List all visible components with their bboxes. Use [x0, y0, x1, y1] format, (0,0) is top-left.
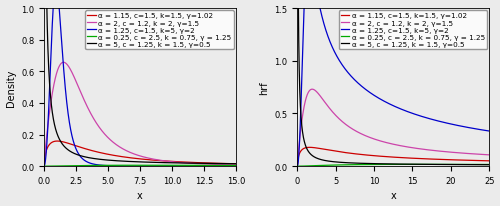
Line: α = 1.25, c=1.5, k=5, γ=2: α = 1.25, c=1.5, k=5, γ=2 — [298, 0, 489, 166]
Line: α = 5, c = 1.25, k = 1.5, γ=0.5: α = 5, c = 1.25, k = 1.5, γ=0.5 — [44, 0, 236, 164]
α = 5, c = 1.25, k = 1.5, γ=0.5 — [51, 121, 57, 123]
α = 0.25, c = 2.5, k = 0.75, γ = 1.25 — [294, 165, 300, 168]
α = 2, c = 1.2, k = 2, γ=1.5 — [480, 153, 486, 156]
α = 5, c = 1.25, k = 1.5, γ=0.5 — [228, 163, 234, 165]
α = 1.15, c=1.5, k=1.5, γ=1.02 — [228, 163, 234, 165]
α = 2, c = 1.2, k = 2, γ=1.5 — [233, 164, 239, 166]
Line: α = 1.15, c=1.5, k=1.5, γ=1.02: α = 1.15, c=1.5, k=1.5, γ=1.02 — [44, 141, 236, 165]
α = 1.15, c=1.5, k=1.5, γ=1.02 — [130, 157, 136, 159]
α = 1.25, c=1.5, k=5, γ=2 — [388, 104, 394, 106]
α = 0.25, c = 2.5, k = 0.75, γ = 1.25 — [134, 164, 140, 167]
α = 1.15, c=1.5, k=1.5, γ=1.02 — [228, 163, 234, 165]
α = 1.25, c=1.5, k=5, γ=2 — [130, 165, 136, 167]
α = 2, c = 1.2, k = 2, γ=1.5 — [51, 84, 57, 87]
α = 2, c = 1.2, k = 2, γ=1.5 — [228, 164, 234, 166]
α = 1.25, c=1.5, k=5, γ=2 — [134, 165, 140, 167]
α = 0.25, c = 2.5, k = 0.75, γ = 1.25 — [41, 165, 47, 168]
X-axis label: x: x — [390, 191, 396, 200]
α = 0.25, c = 2.5, k = 0.75, γ = 1.25 — [51, 165, 57, 167]
α = 2, c = 1.2, k = 2, γ=1.5 — [382, 142, 388, 144]
α = 2, c = 1.2, k = 2, γ=1.5 — [486, 154, 492, 156]
α = 0.25, c = 2.5, k = 0.75, γ = 1.25 — [382, 163, 388, 166]
Line: α = 2, c = 1.2, k = 2, γ=1.5: α = 2, c = 1.2, k = 2, γ=1.5 — [44, 63, 236, 166]
α = 1.15, c=1.5, k=1.5, γ=1.02 — [294, 164, 300, 167]
α = 1.15, c=1.5, k=1.5, γ=1.02 — [446, 159, 452, 161]
α = 5, c = 1.25, k = 1.5, γ=0.5 — [388, 163, 394, 165]
α = 2, c = 1.2, k = 2, γ=1.5 — [60, 62, 66, 64]
α = 5, c = 1.25, k = 1.5, γ=0.5 — [382, 163, 388, 165]
α = 1.25, c=1.5, k=5, γ=2 — [480, 129, 486, 132]
α = 0.25, c = 2.5, k = 0.75, γ = 1.25 — [228, 164, 234, 167]
α = 1.15, c=1.5, k=1.5, γ=1.02 — [51, 140, 57, 143]
α = 1.25, c=1.5, k=5, γ=2 — [192, 165, 198, 168]
α = 0.25, c = 2.5, k = 0.75, γ = 1.25 — [415, 163, 421, 166]
α = 1.15, c=1.5, k=1.5, γ=1.02 — [304, 146, 310, 149]
α = 2, c = 1.2, k = 2, γ=1.5 — [294, 165, 300, 167]
α = 5, c = 1.25, k = 1.5, γ=0.5 — [480, 164, 486, 166]
Line: α = 0.25, c = 2.5, k = 0.75, γ = 1.25: α = 0.25, c = 2.5, k = 0.75, γ = 1.25 — [44, 165, 236, 166]
α = 2, c = 1.2, k = 2, γ=1.5 — [480, 153, 486, 156]
α = 0.25, c = 2.5, k = 0.75, γ = 1.25 — [233, 164, 239, 167]
α = 1.15, c=1.5, k=1.5, γ=1.02 — [192, 162, 198, 164]
Line: α = 1.25, c=1.5, k=5, γ=2: α = 1.25, c=1.5, k=5, γ=2 — [44, 0, 236, 166]
α = 1.25, c=1.5, k=5, γ=2 — [480, 129, 486, 132]
α = 2, c = 1.2, k = 2, γ=1.5 — [388, 143, 394, 145]
α = 0.25, c = 2.5, k = 0.75, γ = 1.25 — [388, 163, 394, 166]
α = 1.15, c=1.5, k=1.5, γ=1.02 — [54, 140, 60, 143]
α = 1.25, c=1.5, k=5, γ=2 — [233, 165, 239, 168]
Legend: α = 1.15, c=1.5, k=1.5, γ=1.02, α = 2, c = 1.2, k = 2, γ=1.5, α = 1.25, c=1.5, k: α = 1.15, c=1.5, k=1.5, γ=1.02, α = 2, c… — [338, 11, 487, 50]
α = 2, c = 1.2, k = 2, γ=1.5 — [130, 152, 136, 155]
α = 0.25, c = 2.5, k = 0.75, γ = 1.25 — [192, 164, 198, 167]
α = 1.25, c=1.5, k=5, γ=2 — [228, 165, 234, 168]
α = 2, c = 1.2, k = 2, γ=1.5 — [192, 163, 198, 165]
α = 2, c = 1.2, k = 2, γ=1.5 — [309, 89, 315, 91]
α = 1.25, c=1.5, k=5, γ=2 — [486, 130, 492, 133]
α = 1.25, c=1.5, k=5, γ=2 — [446, 123, 452, 125]
Legend: α = 1.15, c=1.5, k=1.5, γ=1.02, α = 2, c = 1.2, k = 2, γ=1.5, α = 1.25, c=1.5, k: α = 1.15, c=1.5, k=1.5, γ=1.02, α = 2, c… — [86, 11, 234, 50]
Y-axis label: hrf: hrf — [259, 81, 269, 95]
α = 1.15, c=1.5, k=1.5, γ=1.02 — [480, 160, 486, 162]
α = 0.25, c = 2.5, k = 0.75, γ = 1.25 — [480, 163, 486, 166]
Line: α = 0.25, c = 2.5, k = 0.75, γ = 1.25: α = 0.25, c = 2.5, k = 0.75, γ = 1.25 — [298, 165, 489, 166]
α = 1.25, c=1.5, k=5, γ=2 — [294, 165, 300, 168]
α = 5, c = 1.25, k = 1.5, γ=0.5 — [480, 164, 486, 166]
α = 5, c = 1.25, k = 1.5, γ=0.5 — [134, 161, 140, 163]
α = 1.15, c=1.5, k=1.5, γ=1.02 — [388, 156, 394, 158]
α = 0.25, c = 2.5, k = 0.75, γ = 1.25 — [130, 164, 136, 167]
α = 2, c = 1.2, k = 2, γ=1.5 — [446, 151, 452, 153]
α = 0.25, c = 2.5, k = 0.75, γ = 1.25 — [486, 163, 492, 166]
α = 5, c = 1.25, k = 1.5, γ=0.5 — [304, 148, 310, 151]
α = 0.25, c = 2.5, k = 0.75, γ = 1.25 — [480, 163, 486, 166]
Y-axis label: Density: Density — [6, 69, 16, 106]
α = 1.15, c=1.5, k=1.5, γ=1.02 — [480, 160, 486, 162]
α = 0.25, c = 2.5, k = 0.75, γ = 1.25 — [228, 164, 234, 167]
α = 1.25, c=1.5, k=5, γ=2 — [382, 101, 388, 104]
α = 1.25, c=1.5, k=5, γ=2 — [228, 165, 234, 168]
Line: α = 5, c = 1.25, k = 1.5, γ=0.5: α = 5, c = 1.25, k = 1.5, γ=0.5 — [298, 0, 489, 165]
α = 1.15, c=1.5, k=1.5, γ=1.02 — [233, 163, 239, 165]
α = 2, c = 1.2, k = 2, γ=1.5 — [304, 94, 310, 97]
α = 1.15, c=1.5, k=1.5, γ=1.02 — [486, 160, 492, 162]
α = 0.25, c = 2.5, k = 0.75, γ = 1.25 — [134, 164, 140, 167]
α = 5, c = 1.25, k = 1.5, γ=0.5 — [227, 163, 233, 165]
α = 1.15, c=1.5, k=1.5, γ=1.02 — [306, 146, 312, 149]
α = 5, c = 1.25, k = 1.5, γ=0.5 — [233, 163, 239, 165]
X-axis label: x: x — [137, 191, 143, 200]
α = 2, c = 1.2, k = 2, γ=1.5 — [41, 165, 47, 167]
α = 1.15, c=1.5, k=1.5, γ=1.02 — [134, 158, 140, 160]
Line: α = 2, c = 1.2, k = 2, γ=1.5: α = 2, c = 1.2, k = 2, γ=1.5 — [298, 90, 489, 166]
α = 2, c = 1.2, k = 2, γ=1.5 — [134, 154, 140, 157]
α = 1.15, c=1.5, k=1.5, γ=1.02 — [41, 164, 47, 166]
α = 5, c = 1.25, k = 1.5, γ=0.5 — [192, 162, 198, 165]
α = 0.25, c = 2.5, k = 0.75, γ = 1.25 — [304, 165, 310, 167]
Line: α = 1.15, c=1.5, k=1.5, γ=1.02: α = 1.15, c=1.5, k=1.5, γ=1.02 — [298, 148, 489, 166]
α = 5, c = 1.25, k = 1.5, γ=0.5 — [130, 160, 136, 163]
α = 5, c = 1.25, k = 1.5, γ=0.5 — [446, 164, 452, 166]
α = 5, c = 1.25, k = 1.5, γ=0.5 — [486, 164, 492, 166]
α = 1.25, c=1.5, k=5, γ=2 — [41, 165, 47, 168]
α = 2, c = 1.2, k = 2, γ=1.5 — [228, 164, 234, 166]
α = 0.25, c = 2.5, k = 0.75, γ = 1.25 — [446, 163, 452, 166]
α = 1.15, c=1.5, k=1.5, γ=1.02 — [382, 156, 388, 158]
